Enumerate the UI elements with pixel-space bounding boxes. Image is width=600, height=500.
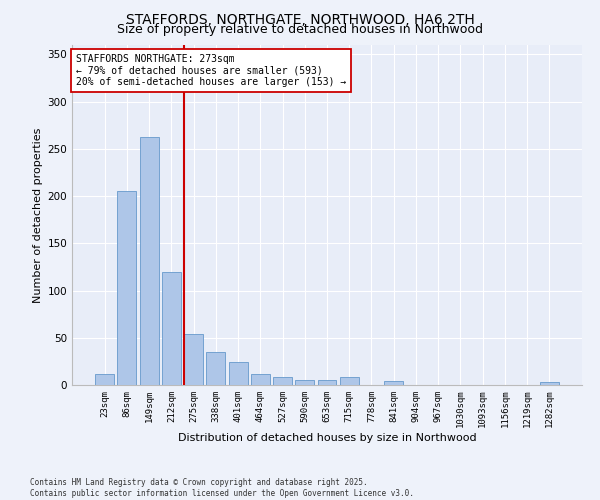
Bar bbox=[540, 382, 559, 385]
Bar bbox=[295, 380, 314, 385]
Bar bbox=[229, 362, 248, 385]
X-axis label: Distribution of detached houses by size in Northwood: Distribution of detached houses by size … bbox=[178, 433, 476, 443]
Y-axis label: Number of detached properties: Number of detached properties bbox=[33, 128, 43, 302]
Bar bbox=[206, 352, 225, 385]
Bar bbox=[384, 381, 403, 385]
Text: STAFFORDS NORTHGATE: 273sqm
← 79% of detached houses are smaller (593)
20% of se: STAFFORDS NORTHGATE: 273sqm ← 79% of det… bbox=[76, 54, 346, 86]
Bar bbox=[251, 374, 270, 385]
Bar bbox=[140, 136, 158, 385]
Text: Size of property relative to detached houses in Northwood: Size of property relative to detached ho… bbox=[117, 22, 483, 36]
Bar bbox=[340, 378, 359, 385]
Bar bbox=[184, 334, 203, 385]
Bar bbox=[317, 380, 337, 385]
Text: Contains HM Land Registry data © Crown copyright and database right 2025.
Contai: Contains HM Land Registry data © Crown c… bbox=[30, 478, 414, 498]
Text: STAFFORDS, NORTHGATE, NORTHWOOD, HA6 2TH: STAFFORDS, NORTHGATE, NORTHWOOD, HA6 2TH bbox=[125, 12, 475, 26]
Bar bbox=[118, 192, 136, 385]
Bar bbox=[95, 374, 114, 385]
Bar bbox=[162, 272, 181, 385]
Bar bbox=[273, 378, 292, 385]
